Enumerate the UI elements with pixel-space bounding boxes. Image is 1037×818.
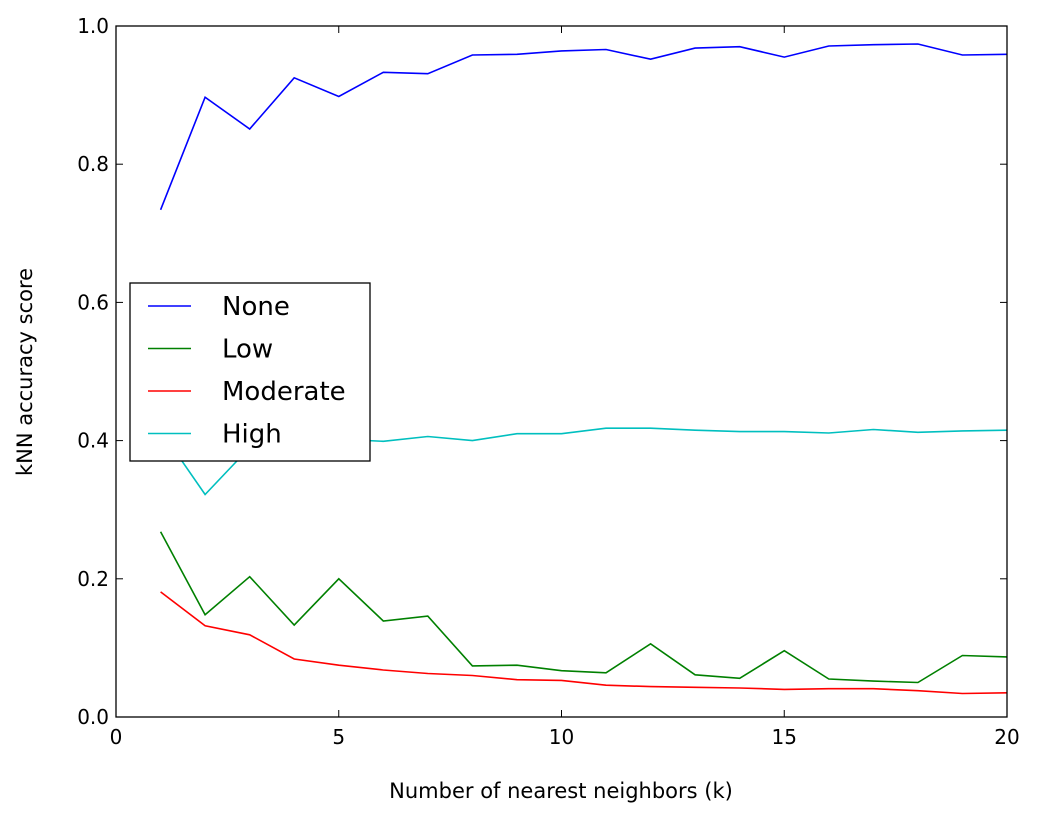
data-point-high [916,430,920,434]
data-point-low [693,673,697,677]
data-point-low [203,613,207,617]
y-tick-label: 1.0 [77,14,109,38]
data-point-none [649,57,653,61]
data-point-low [960,654,964,658]
data-point-high [426,435,430,439]
data-point-low [470,664,474,668]
y-tick-label: 0.6 [77,290,109,314]
data-point-none [738,45,742,49]
data-point-moderate [960,692,964,696]
legend-label-high: High [222,420,282,450]
legend-label-none: None [222,292,290,322]
data-point-low [604,671,608,675]
data-point-moderate [515,678,519,682]
data-point-none [470,53,474,57]
data-point-none [337,95,341,99]
data-point-low [827,677,831,681]
data-point-high [604,426,608,430]
data-point-high [782,430,786,434]
data-point-low [871,679,875,683]
legend: None Low Moderate High [129,282,371,462]
data-point-high [827,431,831,435]
data-point-moderate [248,633,252,637]
data-point-none [693,46,697,50]
data-point-low [381,619,385,623]
data-point-low [248,575,252,579]
y-tick-label: 0.4 [77,429,109,453]
data-point-high [560,432,564,436]
data-point-low [738,676,742,680]
data-point-none [604,48,608,52]
y-tick-label: 0.8 [77,152,109,176]
data-point-moderate [159,590,163,594]
data-point-moderate [649,685,653,689]
x-tick-label: 10 [549,725,574,749]
y-tick-label: 0.2 [77,567,109,591]
data-point-low [916,681,920,685]
data-point-high [960,429,964,433]
data-point-moderate [604,683,608,687]
x-tick-label: 5 [332,725,345,749]
data-point-moderate [381,668,385,672]
data-point-low [426,614,430,618]
data-point-none [515,52,519,56]
x-tick-label: 15 [772,725,797,749]
data-point-none [248,127,252,131]
series-line-moderate [160,591,1008,695]
data-point-moderate [470,674,474,678]
series-line-none [159,43,1008,211]
data-point-none [871,43,875,47]
x-axis-label: Number of nearest neighbors (k) [389,779,733,803]
x-tick-label: 0 [110,725,123,749]
data-point-low [782,649,786,653]
data-point-low [159,530,163,534]
data-point-low [292,623,296,627]
data-point-moderate [292,657,296,661]
data-point-low [515,663,519,667]
data-point-none [203,95,207,99]
data-point-none [381,70,385,74]
x-tick-label: 20 [994,725,1019,749]
data-point-none [782,55,786,59]
axis-ticks: 0 5 10 15 20 0.0 0.2 0.4 0.6 0.8 1.0 [77,14,1020,749]
legend-entries: None Low Moderate High [148,292,346,450]
y-tick-label: 0.0 [77,705,109,729]
data-point-none [916,42,920,46]
data-point-moderate [827,687,831,691]
data-point-none [960,53,964,57]
data-point-high [738,430,742,434]
data-point-moderate [560,678,564,682]
legend-box [129,282,371,462]
data-point-moderate [337,663,341,667]
data-point-none [827,44,831,48]
data-point-moderate [916,689,920,693]
data-point-moderate [693,685,697,689]
data-point-low [560,669,564,673]
data-point-low [649,642,653,646]
data-point-high [470,439,474,443]
data-point-high [871,428,875,432]
data-point-high [515,432,519,436]
data-point-none [560,49,564,53]
data-point-moderate [871,687,875,691]
data-point-high [203,493,207,497]
data-point-none [292,76,296,80]
data-point-high [693,428,697,432]
series-line-low [159,531,1008,684]
data-point-high [649,426,653,430]
data-point-moderate [426,672,430,676]
data-point-low [337,577,341,581]
y-axis-label: kNN accuracy score [13,268,37,476]
data-point-moderate [203,624,207,628]
data-point-moderate [738,686,742,690]
data-point-moderate [782,687,786,691]
data-point-none [426,72,430,76]
data-point-none [159,208,163,212]
legend-label-low: Low [222,335,273,365]
legend-label-moderate: Moderate [222,377,346,407]
data-point-high [381,439,385,443]
